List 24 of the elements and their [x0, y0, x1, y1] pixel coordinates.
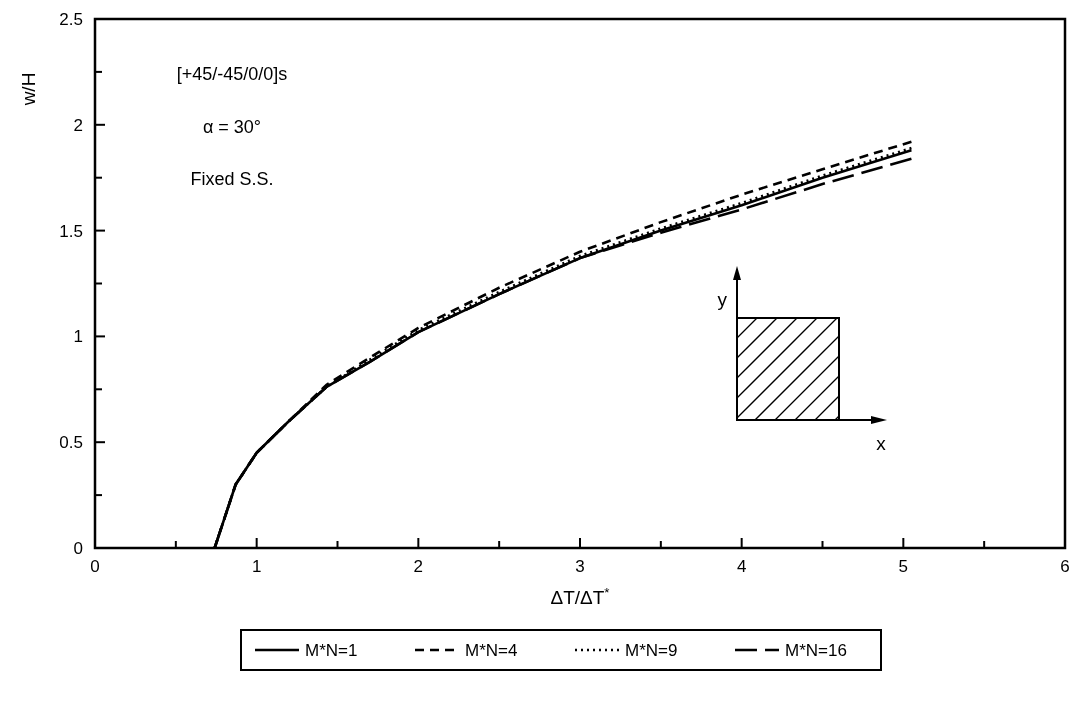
x-tick-label: 0 [90, 557, 100, 576]
x-tick-label: 6 [1060, 557, 1070, 576]
annotation: [+45/-45/0/0]s [176, 64, 288, 84]
annotation: α = 30° [202, 117, 262, 137]
y-tick-label: 1.5 [59, 221, 83, 241]
legend-label: M*N=4 [465, 641, 518, 660]
y-tick-label: 0 [73, 539, 83, 558]
x-tick-label: 2 [413, 557, 424, 576]
x-axis-title: ΔT/ΔT$^{*}$ [550, 584, 610, 608]
x-tick-label: 5 [898, 557, 909, 576]
annotation: x [876, 433, 887, 454]
legend-label: M*N=1 [305, 641, 358, 660]
y-tick-label: 2 [73, 115, 83, 135]
y-tick-label: 1 [73, 327, 83, 347]
legend-label: M*N=9 [625, 641, 678, 660]
annotation: Fixed S.S. [190, 169, 274, 189]
x-tick-label: 1 [251, 557, 262, 576]
y-tick-label: 2.5 [59, 10, 83, 29]
x-tick-label: 3 [575, 557, 585, 576]
x-tick-label: 4 [736, 557, 747, 576]
annotation: y [717, 289, 728, 310]
y-axis-title: w/H [18, 72, 39, 107]
y-tick-label: 0.5 [59, 433, 83, 453]
legend-label: M*N=16 [785, 641, 847, 660]
